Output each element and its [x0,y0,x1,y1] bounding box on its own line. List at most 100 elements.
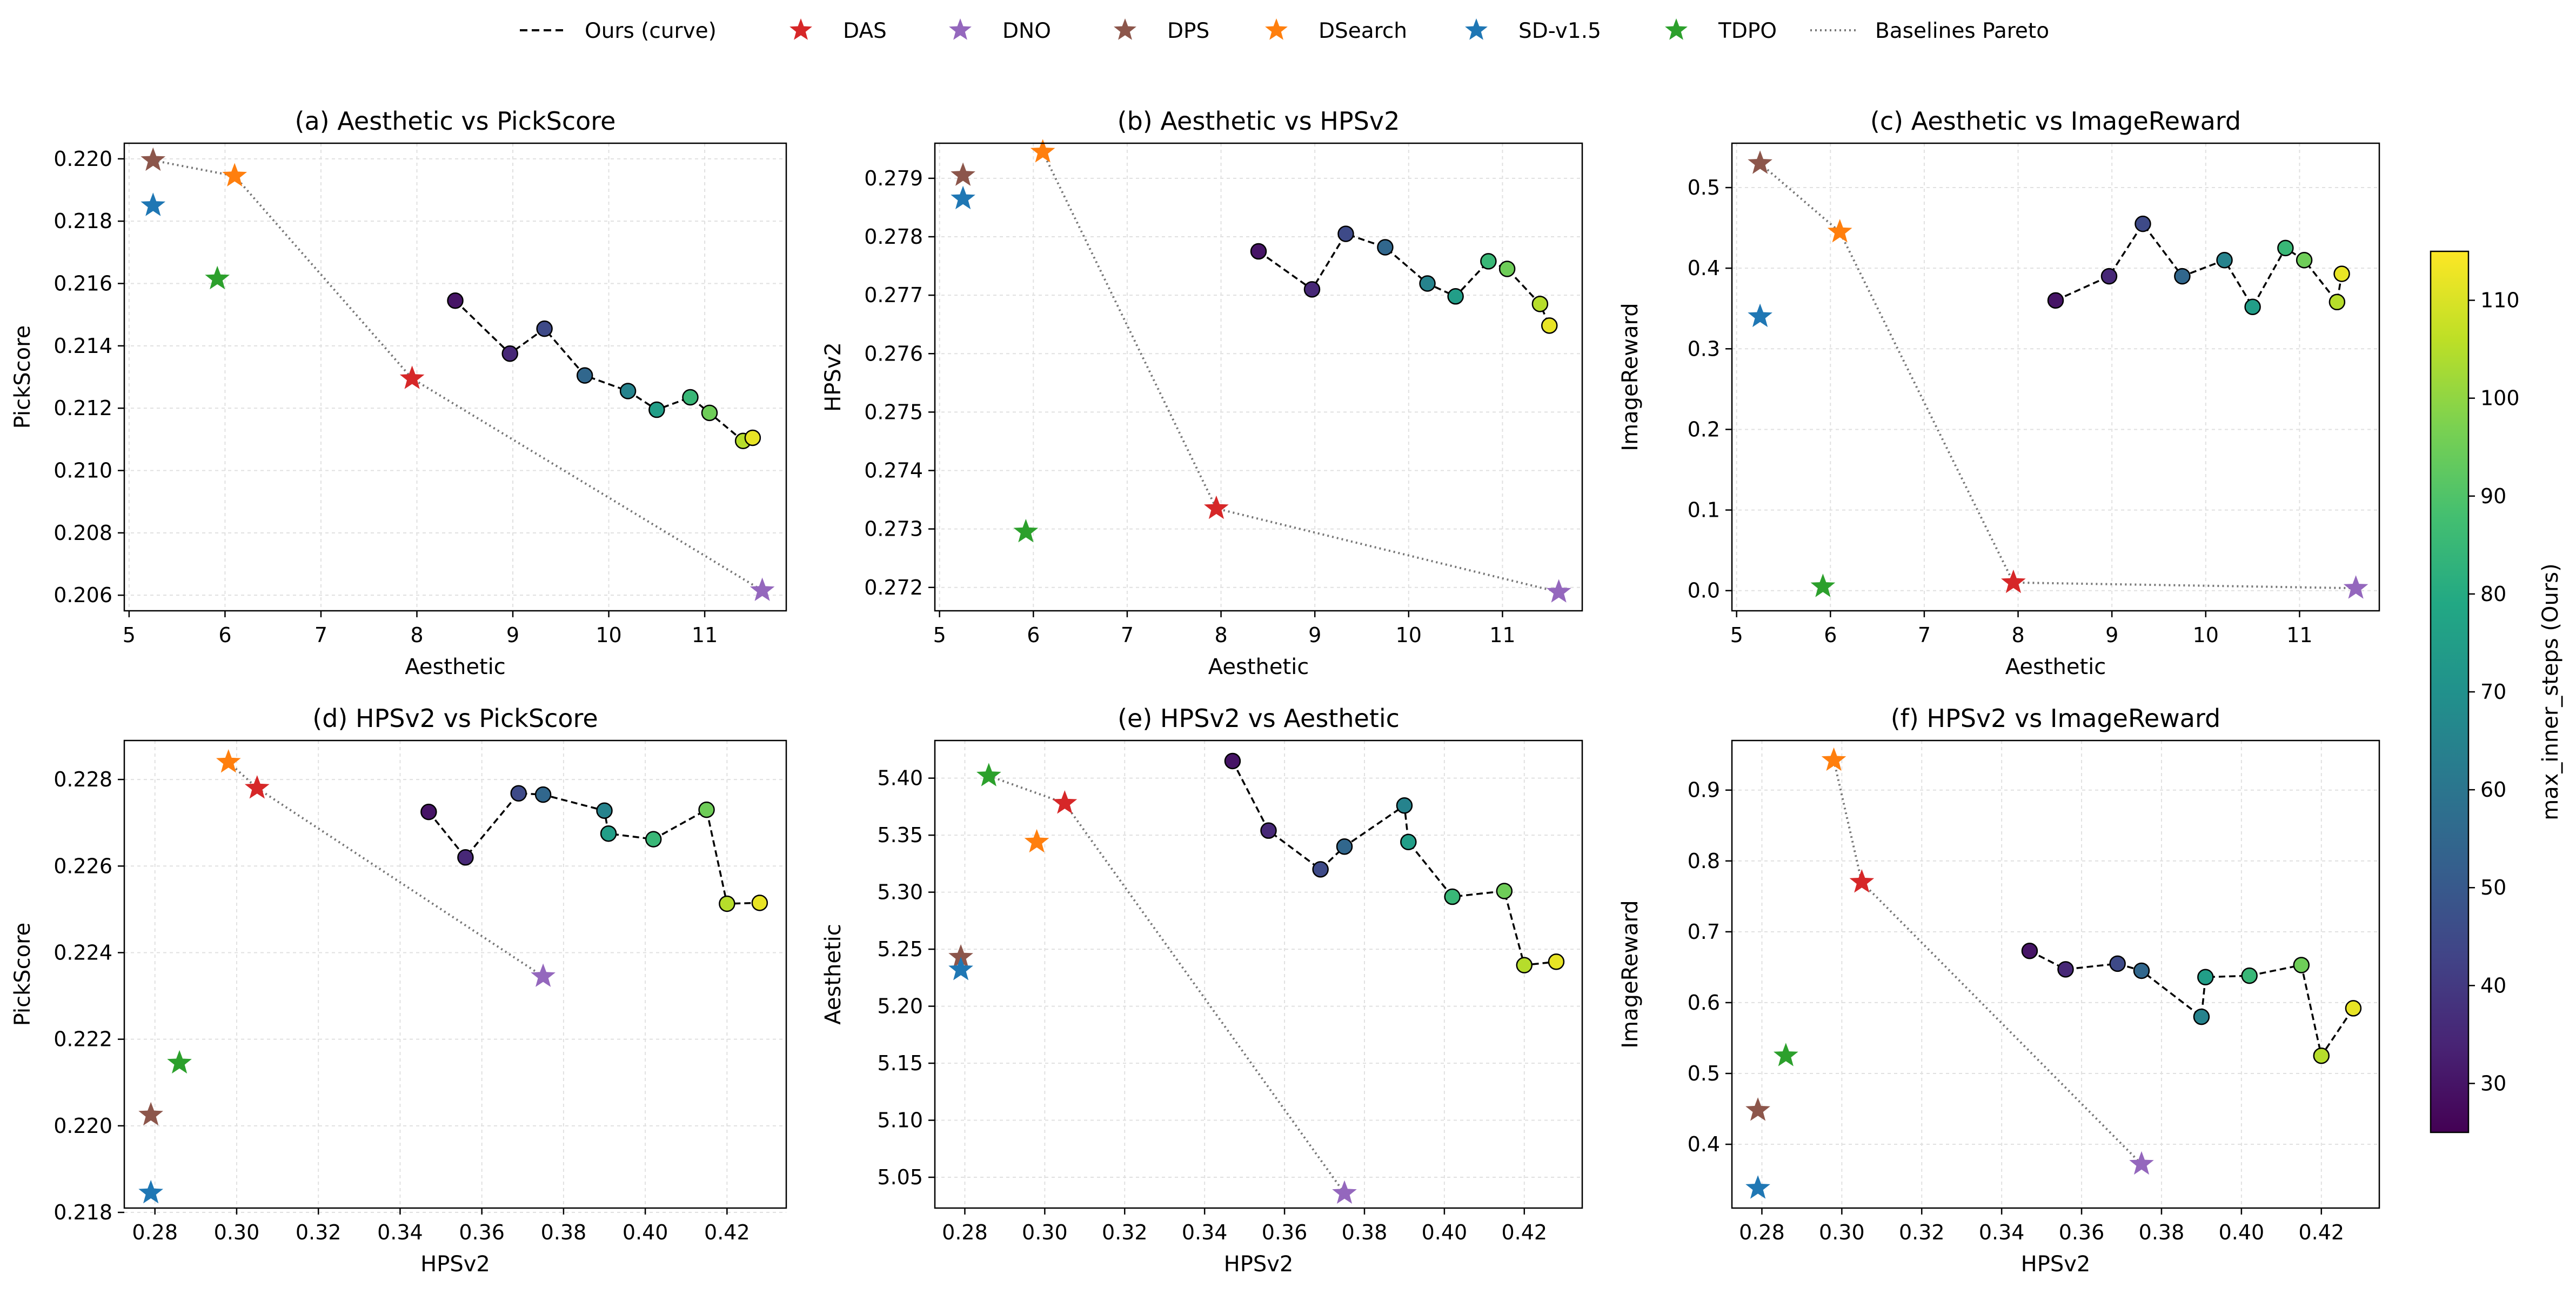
baseline-star-das [1052,790,1078,814]
legend-label: Ours (curve) [585,19,717,43]
x-tick-label: 0.30 [1022,1220,1068,1244]
y-tick-label: 5.35 [877,823,923,847]
y-axis-label: ImageReward [1618,303,1643,451]
baseline-star-das [244,775,270,799]
y-tick-label: 0.210 [53,459,112,483]
plot-frame [1731,739,2380,1209]
x-tick-label: 0.30 [1819,1220,1865,1244]
y-tick-label: 0.5 [1688,1062,1720,1085]
colorbar-label: max_inner_steps (Ours) [2538,563,2563,820]
x-axis-label: HPSv2 [2021,1252,2091,1277]
y-axis-label: Aesthetic [821,924,846,1025]
ours-point [457,849,474,866]
y-tick-label: 0.6 [1688,991,1720,1015]
ours-point [1337,225,1354,242]
x-tick-label: 0.28 [942,1220,988,1244]
ours-point [2021,943,2038,959]
baseline-star-dps [138,1102,163,1126]
legend-item: Baselines Pareto [1810,19,2049,43]
ours-point [2313,1047,2330,1064]
y-tick-label: 0.1 [1688,498,1720,522]
x-axis-label: Aesthetic [2005,655,2106,679]
baseline-star-das [2001,569,2026,593]
x-tick-label: 0.34 [377,1220,423,1244]
chart-title: (f) HPSv2 vs ImageReward [1891,704,2221,733]
plot-frame [123,142,787,612]
baseline-star-sd-v1-5 [140,192,166,216]
ours-point [698,801,715,818]
x-tick-label: 0.36 [1262,1220,1308,1244]
y-tick-label: 0.5 [1688,176,1720,199]
x-tick-label: 0.34 [1979,1220,2025,1244]
y-axis-label: HPSv2 [821,342,846,412]
ours-point [534,786,552,803]
ours-point [682,389,699,406]
colorbar-tick-label: 70 [2480,680,2506,704]
colorbar-gradient [2431,251,2468,1132]
ours-point [2244,298,2261,315]
baseline-star-sd-v1-5 [1748,303,1772,328]
x-tick-label: 0.34 [1182,1220,1228,1244]
y-tick-label: 0.275 [864,400,923,424]
ours-curve-line [1232,761,1557,966]
ours-curve-line [454,299,753,442]
legend-item: DAS [789,18,887,43]
ours-point [1496,883,1513,899]
x-tick-label: 5 [123,623,136,647]
legend-label: DAS [843,19,887,43]
x-tick-label: 9 [1308,623,1321,647]
ours-point [1377,239,1394,256]
chart-panels: 5 6 7 8 9 10 110.2060.2080.2100.2120.2140.2160… [10,106,2380,1277]
chart-panel: 5 6 7 8 9 10 11 0.272 0.273 0.274 0.275 0.276 0.277 0… [821,106,1583,679]
baseline-star-dsearch [222,163,247,186]
x-tick-label: 8 [2011,623,2024,647]
ours-point [1498,261,1516,277]
chart-title: (b) Aesthetic vs HPSv2 [1118,106,1400,136]
baseline-star-tdpo [1774,1043,1798,1066]
x-tick-label: 0.42 [2298,1220,2344,1244]
baseline-star-tdpo [205,265,230,290]
legend-star-marker [1665,18,1688,40]
legend-star-marker [1114,18,1136,40]
ours-point [719,895,735,912]
ours-point [1312,861,1329,878]
y-tick-label: 0.224 [53,941,112,964]
legend-star-marker [949,18,972,40]
ours-point [2197,969,2214,985]
legend-label: TDPO [1718,19,1777,43]
ours-curve-line [427,792,760,905]
x-tick-label: 11 [2286,623,2312,647]
ours-point [1250,243,1267,260]
legend-label: DSearch [1319,19,1407,43]
x-tick-label: 0.40 [2219,1220,2265,1244]
x-tick-label: 9 [2105,623,2118,647]
baselines-pareto-line [1041,151,1560,593]
legend-item: DSearch [1265,18,1407,43]
baseline-star-dps [140,147,166,171]
x-tick-label: 5 [1730,623,1743,647]
baselines-pareto-line [1759,162,2356,590]
x-tick-label: 0.42 [1501,1220,1547,1244]
y-tick-label: 0.220 [53,147,112,171]
ours-point [1447,288,1464,305]
colorbar-tick-label: 40 [2480,973,2506,997]
x-tick-label: 0.30 [214,1220,260,1244]
y-tick-label: 5.30 [877,881,923,904]
plot-frame [934,739,1583,1209]
y-tick-label: 0.208 [53,521,112,545]
ours-point [2193,1008,2210,1025]
x-tick-label: 11 [692,623,718,647]
chart-title: (d) HPSv2 vs PickScore [312,704,598,733]
ours-point [2293,957,2310,973]
y-tick-label: 0.222 [53,1028,112,1051]
colorbar-tick-label: 50 [2480,876,2506,899]
baseline-star-sd-v1-5 [138,1180,163,1204]
legend-star-marker [1265,18,1288,40]
y-tick-label: 0.8 [1688,849,1720,873]
x-tick-label: 6 [1027,623,1040,647]
x-axis-label: HPSv2 [1224,1252,1294,1277]
baselines-pareto-line [228,761,544,978]
x-tick-label: 0.32 [1102,1220,1148,1244]
baseline-star-sd-v1-5 [1745,1175,1770,1199]
